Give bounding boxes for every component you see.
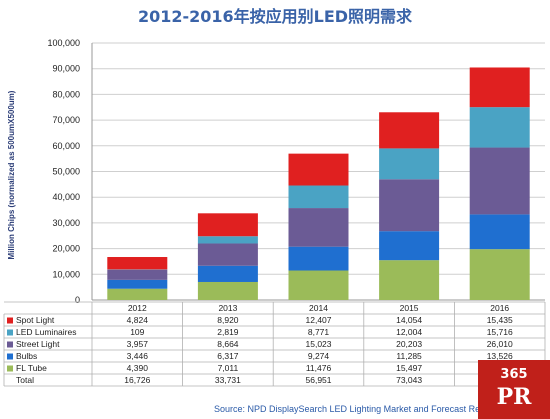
bar-segment xyxy=(288,208,349,247)
bar-segment xyxy=(379,179,440,232)
table-cell: 12,004 xyxy=(396,327,422,337)
bar-segment xyxy=(288,153,349,186)
logo-background xyxy=(478,360,550,419)
bar-segment xyxy=(288,185,349,209)
bar-segment xyxy=(469,147,530,215)
bar-segment xyxy=(469,249,530,300)
table-cell: 3,957 xyxy=(127,339,149,349)
y-tick-label: 10,000 xyxy=(52,269,80,279)
legend-swatch xyxy=(7,353,13,360)
legend-label: Street Light xyxy=(16,339,60,349)
table-cell: 2,819 xyxy=(217,327,239,337)
total-cell: 73,043 xyxy=(396,375,422,385)
legend-label: Bulbs xyxy=(16,351,37,361)
table-cell: 26,010 xyxy=(487,339,513,349)
y-tick-label: 30,000 xyxy=(52,218,80,228)
x-tick-label: 2014 xyxy=(309,303,328,313)
legend-label: FL Tube xyxy=(16,363,47,373)
table-cell: 4,390 xyxy=(127,363,149,373)
table-cell: 6,317 xyxy=(217,351,239,361)
table-cell: 15,716 xyxy=(487,327,513,337)
table-cell: 20,203 xyxy=(396,339,422,349)
bar-segment xyxy=(379,260,440,300)
bar-segment xyxy=(197,243,258,266)
legend-swatch xyxy=(7,317,13,324)
y-tick-label: 20,000 xyxy=(52,244,80,254)
total-cell: 16,726 xyxy=(124,375,150,385)
bar-segment xyxy=(107,269,168,280)
bar-segment xyxy=(469,107,530,148)
total-label: Total xyxy=(16,375,34,385)
table-cell: 8,771 xyxy=(308,327,330,337)
table-cell: 11,285 xyxy=(396,351,422,361)
bar-segment xyxy=(379,112,440,149)
logo: 365 PR xyxy=(478,360,550,419)
table-cell: 109 xyxy=(130,327,144,337)
y-tick-label: 80,000 xyxy=(52,89,80,99)
source-note: Source: NPD DisplaySearch LED Lighting M… xyxy=(214,404,485,414)
y-tick-label: 100,000 xyxy=(47,38,80,48)
bar-segment xyxy=(469,214,530,250)
x-tick-label: 2012 xyxy=(128,303,147,313)
table-cell: 4,824 xyxy=(127,315,149,325)
logo-number: 365 xyxy=(500,367,527,382)
table-cell: 12,407 xyxy=(306,315,332,325)
table-cell: 15,023 xyxy=(306,339,332,349)
chart-title: 2012-2016年按应用别LED照明需求 xyxy=(138,7,413,26)
bar-segment xyxy=(197,281,258,300)
bar-segment xyxy=(107,257,168,270)
bar-segment xyxy=(288,270,349,300)
bar-segment xyxy=(469,67,530,108)
legend-swatch xyxy=(7,365,13,372)
legend-label: Spot Light xyxy=(16,315,55,325)
y-tick-label: 40,000 xyxy=(52,192,80,202)
legend-label: LED Luminaires xyxy=(16,327,76,337)
bar-segment xyxy=(288,246,349,271)
table-cell: 8,664 xyxy=(217,339,239,349)
bar-segment xyxy=(107,288,168,300)
y-tick-label: 60,000 xyxy=(52,141,80,151)
table-cell: 7,011 xyxy=(218,363,239,373)
bar-segment xyxy=(197,213,258,237)
total-cell: 56,951 xyxy=(306,375,332,385)
legend-swatch xyxy=(7,341,13,348)
bar-segment xyxy=(379,148,440,180)
x-tick-label: 2016 xyxy=(490,303,509,313)
x-tick-label: 2013 xyxy=(218,303,237,313)
y-tick-label: 0 xyxy=(75,295,80,305)
x-tick-label: 2015 xyxy=(400,303,419,313)
table-cell: 8,920 xyxy=(217,315,239,325)
table-cell: 15,435 xyxy=(487,315,513,325)
y-tick-label: 50,000 xyxy=(52,167,80,177)
table-cell: 9,274 xyxy=(308,351,330,361)
table-cell: 11,476 xyxy=(306,363,332,373)
total-cell: 33,731 xyxy=(215,375,241,385)
table-cell: 15,497 xyxy=(396,363,422,373)
y-axis-label: Million Chips (normalized as 500umX500um… xyxy=(7,90,16,259)
table-cell: 3,446 xyxy=(127,351,149,361)
bar-segment xyxy=(197,236,258,244)
table-cell: 13,526 xyxy=(487,351,513,361)
bar-segment xyxy=(379,231,440,261)
y-tick-label: 90,000 xyxy=(52,64,80,74)
y-tick-label: 70,000 xyxy=(52,115,80,125)
table-cell: 14,054 xyxy=(396,315,422,325)
logo-letters: PR xyxy=(497,384,533,410)
bar-segment xyxy=(107,279,168,289)
legend-swatch xyxy=(7,329,13,336)
bar-segment xyxy=(197,265,258,282)
